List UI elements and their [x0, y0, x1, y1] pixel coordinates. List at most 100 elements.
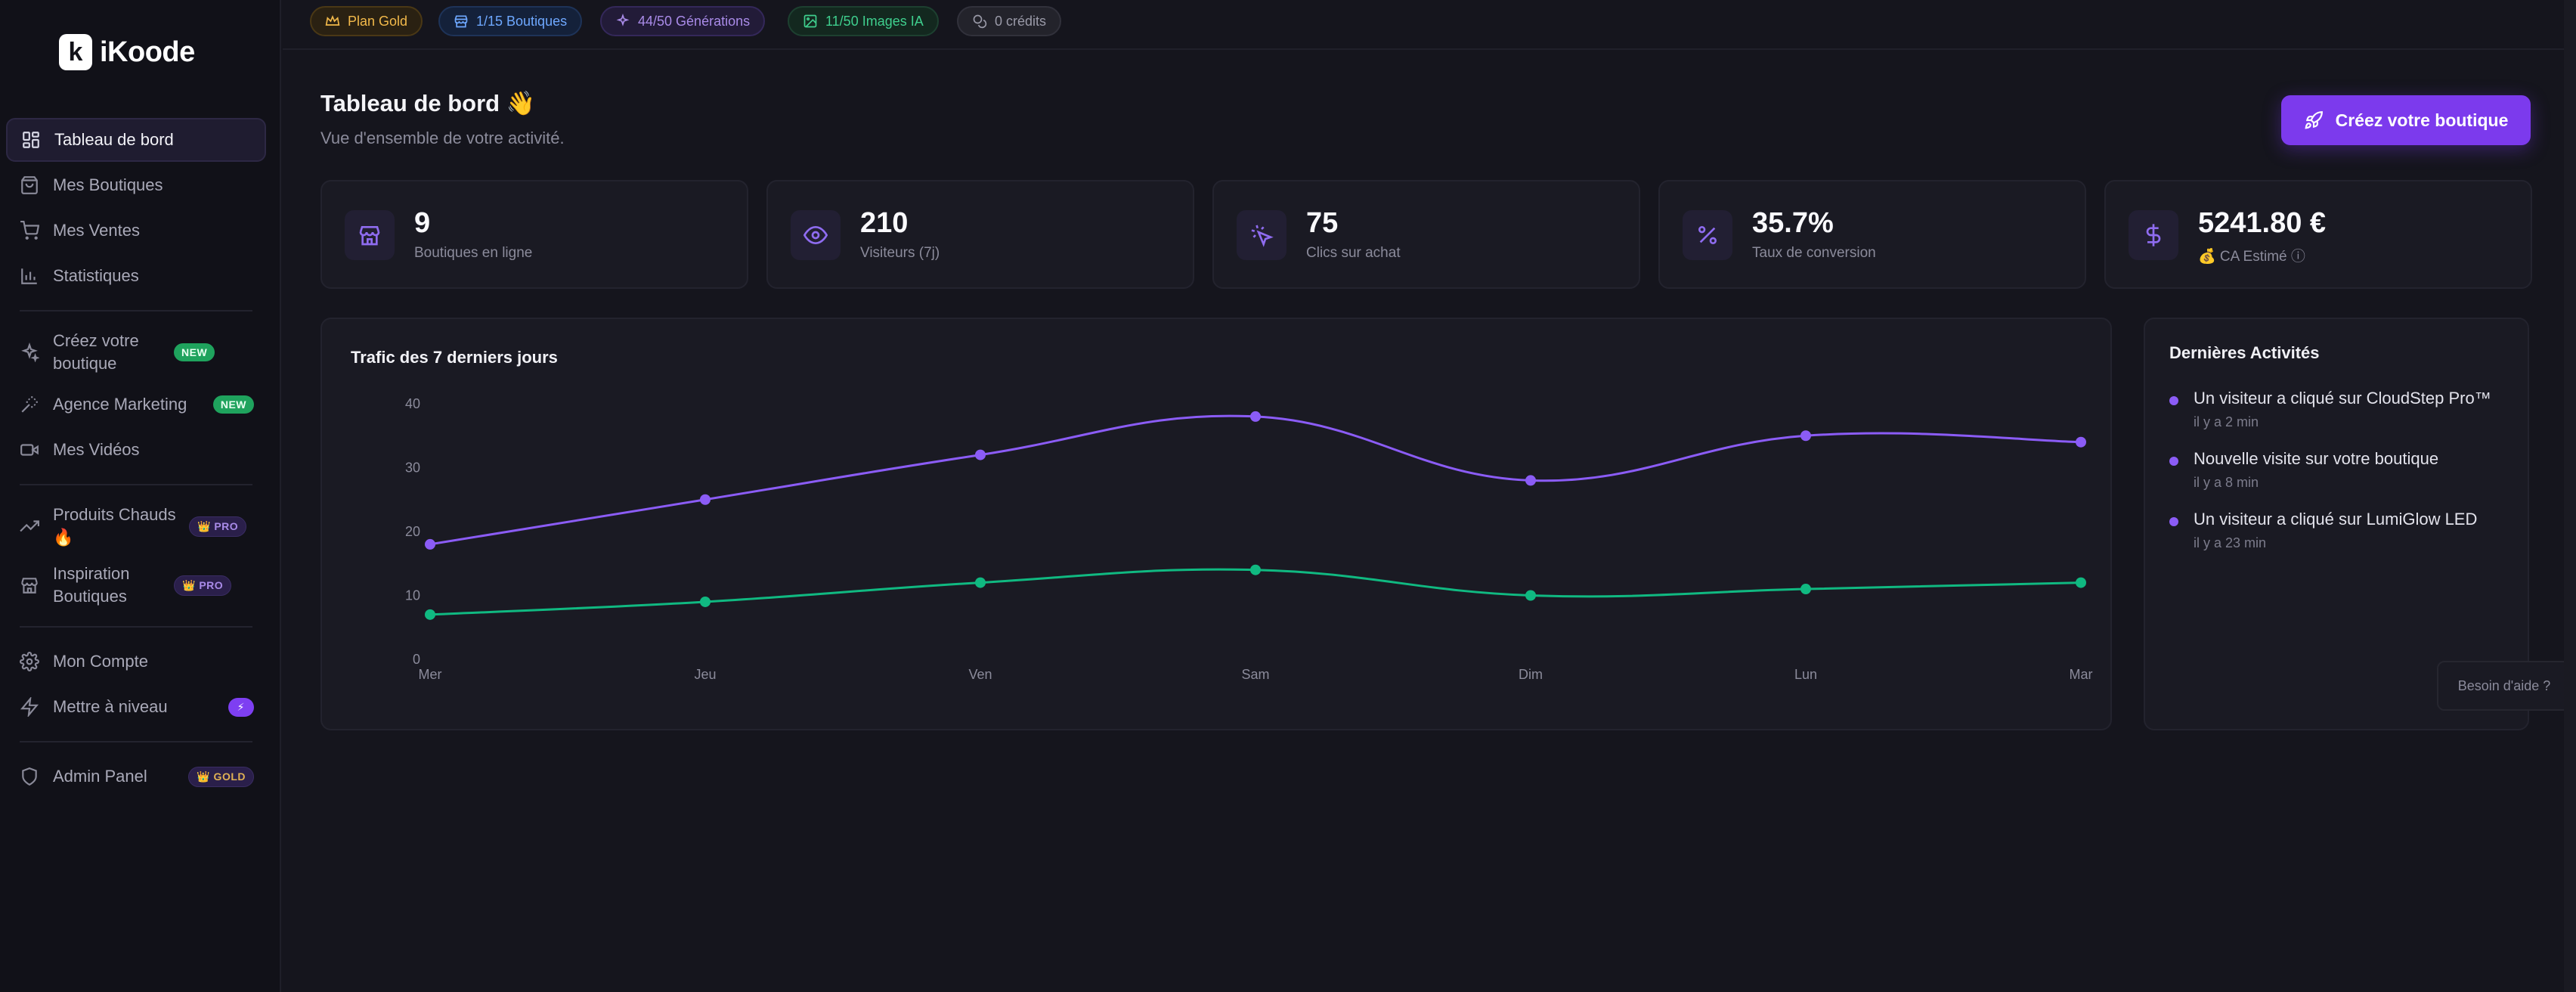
bolt-badge: ⚡	[228, 697, 254, 717]
storefront-icon	[21, 578, 38, 594]
video-camera-icon	[20, 444, 39, 456]
data-point[interactable]	[425, 538, 435, 550]
data-point[interactable]	[1525, 475, 1536, 486]
dashboard-grid-icon	[23, 132, 39, 148]
generations-pill[interactable]: 44/50 Générations	[600, 6, 766, 36]
brand-name: iKoode	[100, 36, 195, 68]
data-point[interactable]	[1250, 411, 1261, 422]
sidebar-divider	[20, 484, 252, 485]
sidebar-item-ventes[interactable]: Mes Ventes	[6, 209, 266, 253]
sidebar-item-inspiration[interactable]: Inspiration Boutiques 👑 PRO	[6, 556, 266, 614]
activity-text: Nouvelle visite sur votre boutique	[2194, 449, 2439, 468]
data-point[interactable]	[1250, 564, 1261, 575]
sidebar-item-statistiques[interactable]: Statistiques	[6, 254, 266, 298]
shield-icon	[22, 767, 37, 786]
data-point[interactable]	[1800, 430, 1811, 442]
data-point[interactable]	[1800, 584, 1811, 595]
top-bar: Plan Gold 1/15 Boutiques 44/50 Génératio…	[283, 0, 2576, 50]
sidebar-item-creez-boutique[interactable]: Créez votre boutique NEW	[6, 324, 266, 381]
images-pill[interactable]: 11/50 Images IA	[788, 6, 939, 36]
sidebar-item-label: Créez votre boutique	[53, 331, 139, 373]
sidebar-item-agence-marketing[interactable]: Agence Marketing NEW	[6, 383, 266, 426]
logo-mark: k	[59, 34, 92, 70]
create-shop-button[interactable]: Créez votre boutique	[2281, 95, 2531, 145]
stat-value: 9	[414, 207, 431, 239]
activity-text: Un visiteur a cliqué sur CloudStep Pro™	[2194, 389, 2491, 408]
sidebar-item-produits-chauds[interactable]: Produits Chauds 🔥 👑 PRO	[6, 498, 266, 555]
stat-value: 35.7%	[1752, 207, 1834, 239]
sidebar-item-label: Statistiques	[53, 266, 139, 285]
sidebar-item-upgrade[interactable]: Mettre à niveau ⚡	[6, 685, 266, 729]
sidebar-item-label: Agence Marketing	[53, 395, 187, 414]
data-point[interactable]	[700, 596, 711, 607]
coins-icon	[973, 14, 987, 29]
sidebar-item-admin[interactable]: Admin Panel 👑 GOLD	[6, 755, 266, 798]
sidebar-item-boutiques[interactable]: Mes Boutiques	[6, 163, 266, 207]
sidebar: k iKoode Tableau de bord Mes Boutiques M…	[0, 0, 281, 992]
scrollbar[interactable]	[2564, 0, 2576, 992]
shopping-bag-icon	[21, 176, 38, 194]
stat-value: 75	[1306, 207, 1339, 239]
x-tick-label: Lun	[1794, 667, 1817, 682]
sidebar-item-label: Mes Vidéos	[53, 440, 140, 459]
activity-dot	[2169, 457, 2178, 466]
logo[interactable]: k iKoode	[59, 33, 195, 71]
activity-text: Un visiteur a cliqué sur LumiGlow LED	[2194, 510, 2478, 529]
data-point[interactable]	[975, 449, 986, 460]
y-tick-label: 10	[405, 588, 420, 603]
chart-title: Trafic des 7 derniers jours	[351, 348, 558, 367]
traffic-chart-card: Trafic des 7 derniers jours 0 10 20 30 40 Mer…	[320, 318, 2112, 730]
y-tick-label: 0	[413, 652, 420, 667]
plan-label: Plan Gold	[348, 13, 408, 29]
data-point[interactable]	[2076, 436, 2086, 448]
help-button[interactable]: Besoin d'aide ?	[2437, 661, 2571, 711]
series-line-1	[429, 568, 2082, 616]
eye-icon	[791, 210, 841, 260]
sparkles-icon	[21, 343, 39, 362]
sidebar-divider	[20, 626, 252, 628]
x-tick-label: Dim	[1519, 667, 1543, 682]
sidebar-item-label: Mettre à niveau	[53, 697, 168, 716]
sidebar-item-label: Tableau de bord	[54, 130, 174, 149]
shopping-cart-icon	[20, 221, 39, 240]
data-point[interactable]	[975, 577, 986, 588]
trending-up-icon	[20, 520, 39, 532]
data-point[interactable]	[425, 609, 435, 620]
stat-value: 210	[860, 207, 909, 239]
stat-card-ca: 5241.80 € 💰 CA Estimé ⓘ	[2104, 180, 2532, 289]
series-line-0	[429, 414, 2082, 546]
sparkles-icon	[616, 14, 630, 26]
stat-label[interactable]: 💰 CA Estimé ⓘ	[2198, 249, 2305, 265]
sidebar-item-label: Admin Panel	[53, 767, 147, 786]
new-badge: NEW	[174, 343, 215, 361]
activity-dot	[2169, 517, 2178, 526]
sidebar-item-mon-compte[interactable]: Mon Compte	[6, 640, 266, 684]
sidebar-divider	[20, 310, 252, 312]
generations-count: 44/50 Générations	[638, 13, 751, 29]
image-icon	[803, 14, 817, 28]
y-tick-label: 20	[405, 524, 420, 539]
stat-label: Taux de conversion	[1752, 245, 1876, 261]
sidebar-item-videos[interactable]: Mes Vidéos	[6, 428, 266, 472]
stat-card-clics: 75 Clics sur achat	[1212, 180, 1640, 289]
sidebar-item-label: Mes Boutiques	[53, 175, 163, 194]
stat-value: 5241.80 €	[2198, 207, 2327, 239]
data-point[interactable]	[1525, 590, 1536, 601]
traffic-line-chart: 0 10 20 30 40 Mer Jeu Ven Sam Dim Lun Mar	[405, 396, 2093, 682]
plan-pill[interactable]: Plan Gold	[310, 6, 423, 36]
data-point[interactable]	[700, 494, 711, 505]
rocket-icon	[2305, 111, 2323, 129]
sidebar-item-label: Mes Ventes	[53, 221, 140, 240]
activity-dot	[2169, 396, 2178, 405]
store-icon	[454, 15, 468, 28]
x-tick-label: Jeu	[694, 667, 716, 682]
new-badge: NEW	[212, 395, 254, 414]
stat-card-visiteurs: 210 Visiteurs (7j)	[766, 180, 1194, 289]
percent-icon	[1683, 210, 1732, 260]
data-point[interactable]	[2076, 577, 2086, 588]
sidebar-item-dashboard[interactable]: Tableau de bord	[6, 118, 266, 162]
images-count: 11/50 Images IA	[825, 13, 924, 29]
credits-pill[interactable]: 0 crédits	[957, 6, 1062, 36]
page-title: Tableau de bord 👋	[320, 90, 536, 116]
boutiques-pill[interactable]: 1/15 Boutiques	[438, 6, 583, 36]
